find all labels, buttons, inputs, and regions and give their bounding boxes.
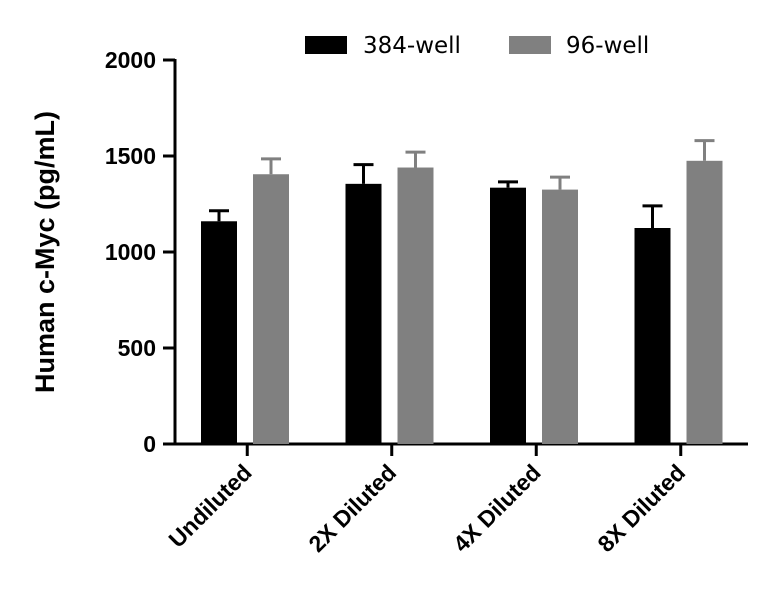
bar — [345, 183, 382, 444]
y-tick-label: 1000 — [105, 239, 156, 265]
bar — [634, 228, 671, 444]
x-tick-label: 4X Diluted — [448, 459, 546, 557]
legend: 384-well 96-well — [305, 33, 649, 59]
bar — [490, 187, 526, 444]
bar — [253, 174, 289, 445]
y-tick-label: 500 — [118, 335, 156, 361]
y-tick-label: 0 — [143, 431, 156, 457]
legend-swatch — [509, 36, 551, 54]
x-tick-label: Undiluted — [163, 459, 256, 552]
x-tick-label: 2X Diluted — [303, 459, 401, 557]
legend-label: 96-well — [566, 33, 649, 59]
x-tick-label: 8X Diluted — [592, 459, 690, 557]
legend-label: 384-well — [363, 33, 461, 59]
y-tick-label: 2000 — [105, 47, 156, 73]
y-axis-label: Human c-Myc (pg/mL) — [30, 111, 60, 393]
bar — [397, 167, 434, 444]
bars — [201, 139, 723, 445]
bar — [686, 160, 723, 445]
x-axis: Undiluted 2X Diluted 4X Diluted 8X Diluted — [163, 442, 748, 557]
bar — [542, 189, 578, 444]
y-axis: 0 500 1000 1500 2000 — [105, 47, 177, 457]
y-tick-label: 1500 — [105, 143, 156, 169]
legend-swatch — [305, 36, 347, 54]
bar — [201, 221, 237, 444]
